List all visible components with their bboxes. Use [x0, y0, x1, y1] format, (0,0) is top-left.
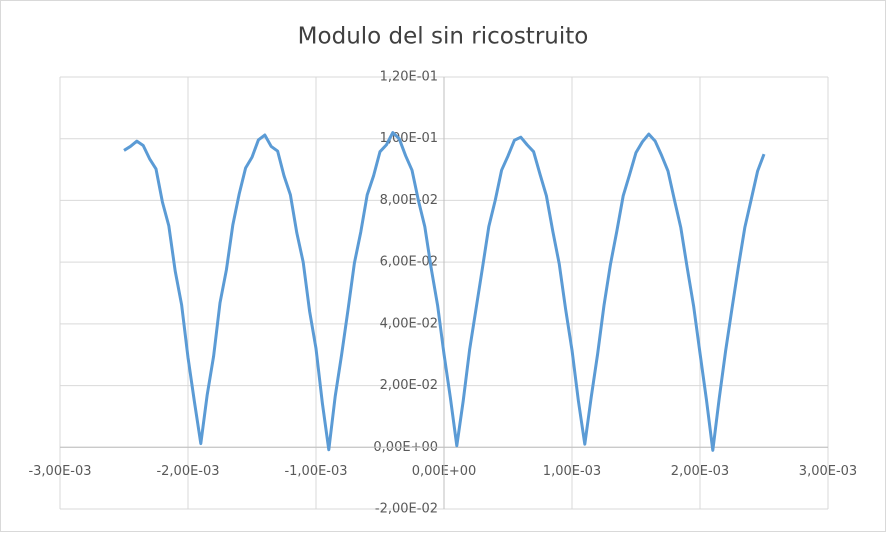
y-tick-label: 1,20E-01 — [380, 70, 438, 85]
x-tick-label: -2,00E-03 — [156, 464, 219, 479]
x-tick-label: 1,00E-03 — [543, 464, 601, 479]
data-line — [123, 131, 766, 452]
x-tick-label: -1,00E-03 — [284, 464, 347, 479]
y-tick-label: 4,00E-02 — [380, 316, 438, 331]
y-tick-label: 2,00E-02 — [380, 378, 438, 393]
y-tick-label: 6,00E-02 — [380, 255, 438, 270]
x-tick-label: -3,00E-03 — [28, 464, 91, 479]
chart-title: Modulo del sin ricostruito — [298, 24, 589, 50]
x-tick-label: 2,00E-03 — [671, 464, 729, 479]
y-tick-label: -2,00E-02 — [375, 502, 438, 517]
x-tick-label: 3,00E-03 — [799, 464, 857, 479]
y-tick-label: 8,00E-02 — [380, 193, 438, 208]
